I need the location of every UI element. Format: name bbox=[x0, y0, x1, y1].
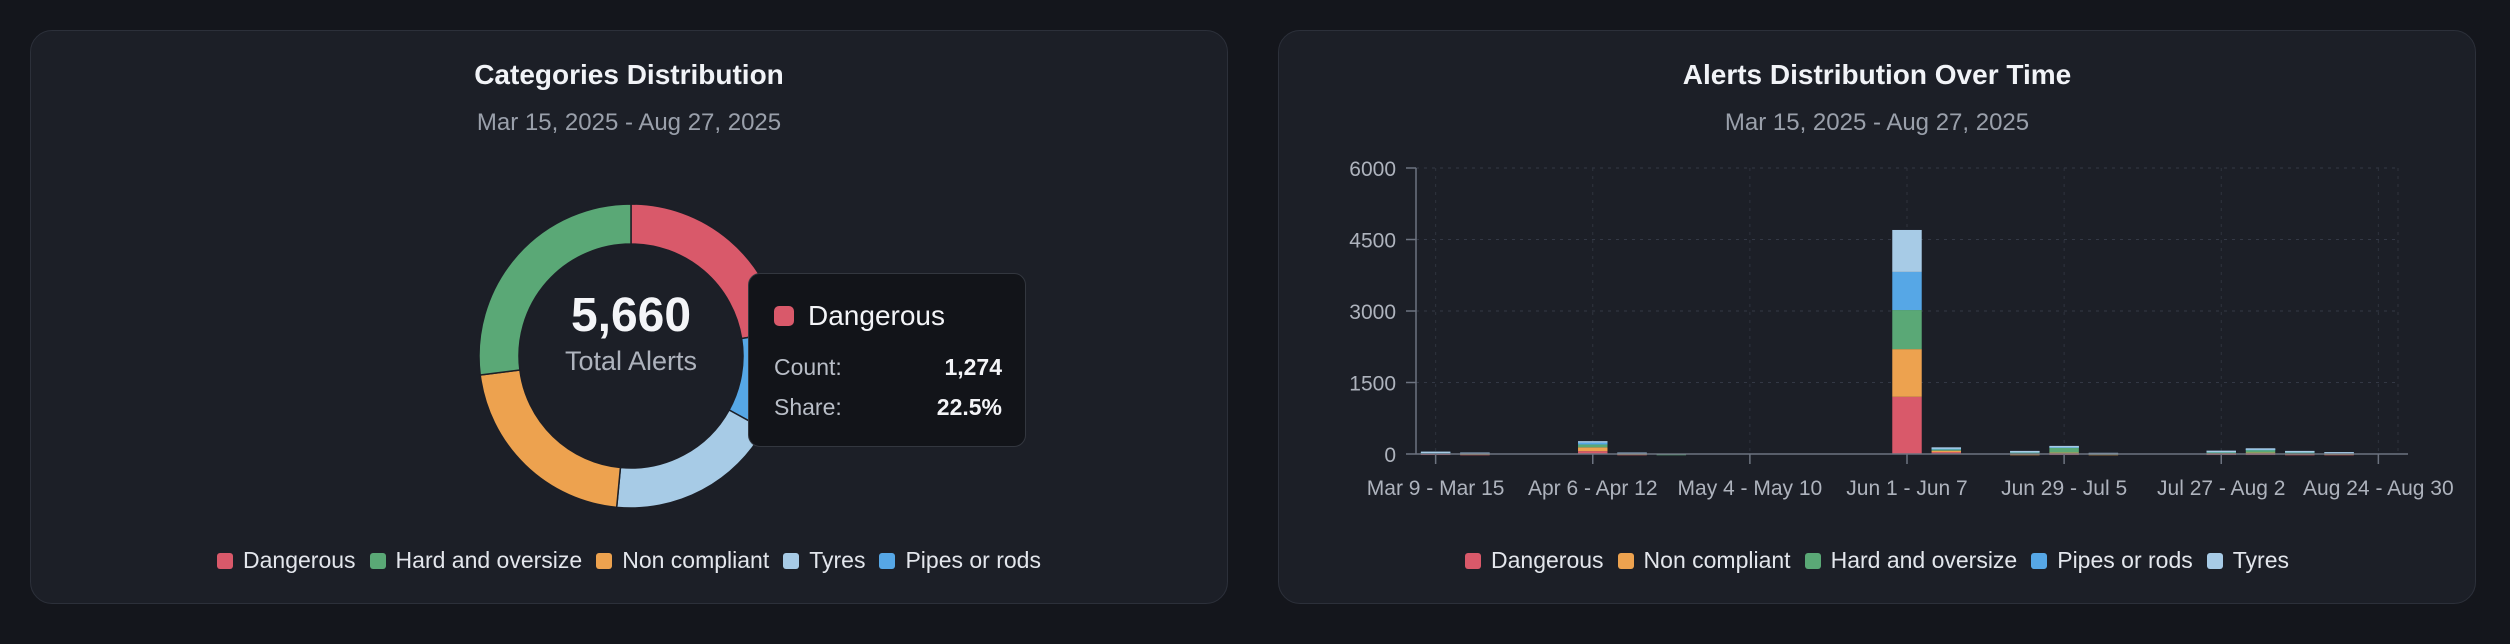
card-subtitle: Mar 15, 2025 - Aug 27, 2025 bbox=[476, 109, 782, 136]
legend-label: Dangerous bbox=[243, 547, 356, 573]
bar-segment-tyres[interactable] bbox=[1931, 447, 1962, 449]
tooltip-title: Dangerous bbox=[808, 300, 945, 331]
legend-label: Hard and oversize bbox=[1830, 547, 2018, 573]
legend-label: Pipes or rods bbox=[2057, 547, 2193, 573]
bar-segment-tyres[interactable] bbox=[1892, 229, 1922, 272]
bar-segment-hard-and-oversize[interactable] bbox=[2245, 449, 2276, 453]
tooltip-share-value: 22.5% bbox=[936, 394, 1002, 420]
bar-segment-pipes-or-rods[interactable] bbox=[1892, 271, 1922, 311]
legend-swatch bbox=[217, 552, 234, 569]
card-title: Categories Distribution bbox=[474, 59, 784, 90]
x-tick-label: Mar 9 - Mar 15 bbox=[1367, 477, 1505, 500]
donut-chart[interactable]: 5,660 Total Alerts bbox=[31, 31, 1229, 605]
legend-item-tyres[interactable]: Tyres bbox=[2206, 547, 2289, 574]
x-tick-label: Apr 6 - Apr 12 bbox=[1528, 477, 1658, 500]
bar-segment-tyres[interactable] bbox=[1578, 441, 1608, 443]
bar-segment-tyres[interactable] bbox=[2010, 450, 2040, 453]
legend-item-dangerous[interactable]: Dangerous bbox=[217, 547, 356, 574]
legend-label: Non compliant bbox=[1643, 547, 1791, 573]
legend-label: Hard and oversize bbox=[395, 547, 583, 573]
legend-swatch bbox=[879, 552, 896, 569]
bar-segment-non-compliant[interactable] bbox=[1578, 447, 1608, 452]
donut-slice-tyres[interactable] bbox=[615, 408, 766, 509]
bar-segment-dangerous[interactable] bbox=[1578, 451, 1608, 454]
legend-swatch bbox=[1617, 552, 1634, 569]
card-title: Alerts Distribution Over Time bbox=[1682, 59, 2072, 90]
legend-swatch bbox=[2206, 552, 2223, 569]
stacked-bar-chart[interactable]: 0 1500 3000 4500 6000 Mar 9 - Mar 15 Apr 6 - A… bbox=[1279, 31, 2477, 605]
bar-segment-non-compliant[interactable] bbox=[1892, 349, 1922, 397]
bar-segment-non-compliant[interactable] bbox=[1931, 450, 1962, 453]
legend-swatch bbox=[369, 552, 386, 569]
legend-swatch bbox=[783, 552, 800, 569]
x-tick-label: May 4 - May 10 bbox=[1678, 477, 1823, 500]
legend-item-hard-and-oversize[interactable]: Hard and oversize bbox=[369, 547, 583, 574]
slice-tooltip: Dangerous Count: 1,274 Share: 22.5% bbox=[748, 273, 1026, 447]
legend-item-hard-and-oversize[interactable]: Hard and oversize bbox=[1804, 547, 2018, 574]
tooltip-swatch bbox=[774, 306, 794, 326]
bar-segment-tyres[interactable] bbox=[2049, 445, 2079, 448]
tooltip-share-row: Share: 22.5% bbox=[774, 394, 1002, 421]
tooltip-count-label: Count: bbox=[774, 354, 842, 380]
legend-item-non-compliant[interactable]: Non compliant bbox=[1617, 547, 1791, 574]
legend-swatch bbox=[596, 552, 613, 569]
bar-segment-dangerous[interactable] bbox=[1892, 396, 1922, 454]
tooltip-share-label: Share: bbox=[774, 394, 842, 420]
legend-label: Pipes or rods bbox=[905, 547, 1041, 573]
y-tick-label: 0 bbox=[1384, 444, 1396, 467]
y-tick-label: 1500 bbox=[1349, 373, 1396, 396]
y-tick-label: 4500 bbox=[1349, 230, 1396, 253]
bar-segment-hard-and-oversize[interactable] bbox=[1931, 448, 1962, 451]
legend-label: Non compliant bbox=[622, 547, 770, 573]
total-alerts-label: Total Alerts bbox=[565, 346, 697, 376]
legend-item-dangerous[interactable]: Dangerous bbox=[1465, 547, 1604, 574]
bar-segment-hard-and-oversize[interactable] bbox=[1578, 444, 1608, 448]
y-tick-label: 6000 bbox=[1349, 158, 1396, 181]
legend-swatch bbox=[2031, 552, 2048, 569]
alerts-legend: Dangerous Non compliant Hard and oversize P… bbox=[1279, 547, 2475, 574]
card-subtitle: Mar 15, 2025 - Aug 27, 2025 bbox=[1724, 109, 2030, 136]
legend-item-tyres[interactable]: Tyres bbox=[783, 547, 865, 574]
donut-slice-hard-and-oversize[interactable] bbox=[478, 203, 632, 376]
legend-label: Tyres bbox=[2232, 547, 2289, 573]
bar-segment-tyres[interactable] bbox=[2245, 448, 2276, 450]
bar-segment-tyres[interactable] bbox=[2324, 452, 2354, 454]
tooltip-count-row: Count: 1,274 bbox=[774, 354, 1002, 381]
total-alerts-value: 5,660 bbox=[571, 289, 691, 342]
bar-segment-hard-and-oversize[interactable] bbox=[1892, 310, 1922, 350]
x-tick-label: Aug 24 - Aug 30 bbox=[2303, 477, 2454, 500]
legend-item-non-compliant[interactable]: Non compliant bbox=[596, 547, 769, 574]
legend-item-pipes-or-rods[interactable]: Pipes or rods bbox=[2031, 547, 2193, 574]
legend-item-pipes-or-rods[interactable]: Pipes or rods bbox=[879, 547, 1041, 574]
bar-segment-hard-and-oversize[interactable] bbox=[2049, 446, 2079, 453]
legend-label: Tyres bbox=[809, 547, 866, 573]
legend-label: Dangerous bbox=[1491, 547, 1604, 573]
categories-legend: Dangerous Hard and oversize Non compliant T… bbox=[31, 547, 1227, 574]
legend-swatch bbox=[1804, 552, 1821, 569]
categories-distribution-card: Categories Distribution Mar 15, 2025 - A… bbox=[30, 30, 1228, 604]
bar-segment-tyres[interactable] bbox=[1420, 451, 1451, 454]
bar-segment-pipes-or-rods[interactable] bbox=[1578, 442, 1608, 445]
bar-segment-tyres[interactable] bbox=[2285, 450, 2315, 453]
donut-slice-non-compliant[interactable] bbox=[479, 369, 622, 509]
x-tick-label: Jun 1 - Jun 7 bbox=[1846, 477, 1967, 500]
y-tick-label: 3000 bbox=[1349, 301, 1396, 324]
bar-segment-dangerous[interactable] bbox=[1931, 452, 1962, 454]
bar-segment-tyres[interactable] bbox=[2206, 450, 2236, 453]
x-tick-label: Jun 29 - Jul 5 bbox=[2001, 477, 2127, 500]
alerts-over-time-card: Alerts Distribution Over Time Mar 15, 20… bbox=[1278, 30, 2476, 604]
tooltip-count-value: 1,274 bbox=[944, 354, 1002, 380]
legend-swatch bbox=[1465, 552, 1482, 569]
x-tick-label: Jul 27 - Aug 2 bbox=[2157, 477, 2285, 500]
